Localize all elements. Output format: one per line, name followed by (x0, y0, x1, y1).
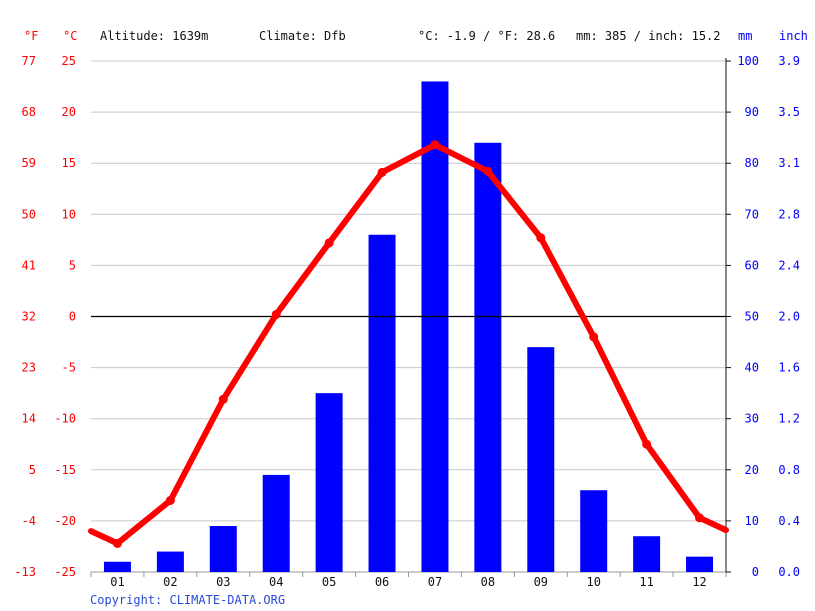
temperature-point (695, 513, 705, 523)
inch-tick-label: 2.8 (778, 207, 800, 221)
temperature-point (165, 495, 175, 505)
inch-tick-label: 0.4 (778, 514, 800, 528)
fahrenheit-tick-label: 59 (22, 156, 36, 170)
fahrenheit-tick-label: -4 (22, 514, 36, 528)
inch-tick-label: 1.6 (778, 361, 800, 375)
precipitation-bar (156, 551, 184, 572)
temperature-point (589, 332, 599, 342)
mm-tick-label: 90 (745, 105, 759, 119)
celsius-tick-label: -10 (54, 412, 76, 426)
fahrenheit-tick-label: 32 (22, 310, 36, 324)
inch-tick-label: 0.8 (778, 463, 800, 477)
fahrenheit-tick-label: 77 (22, 54, 36, 68)
celsius-tick-label: 15 (62, 156, 76, 170)
precipitation-bar (474, 142, 502, 572)
celsius-tick-label: 5 (69, 258, 76, 272)
inch-tick-label: 3.5 (778, 105, 800, 119)
inch-tick-label: 0.0 (778, 565, 800, 579)
precipitation-bar (686, 556, 714, 572)
mm-tick-label: 100 (737, 54, 759, 68)
fahrenheit-tick-label: 50 (22, 207, 36, 221)
precipitation-summary: mm: 385 / inch: 15.2 (576, 29, 721, 43)
month-label: 09 (534, 575, 548, 589)
inch-tick-label: 3.9 (778, 54, 800, 68)
inch-tick-label: 3.1 (778, 156, 800, 170)
precipitation-bar (368, 234, 396, 573)
mm-tick-label: 80 (745, 156, 759, 170)
climate-label: Climate: Dfb (259, 29, 346, 43)
inch-unit-label: inch (779, 29, 808, 43)
left-axes: 77 25 68 20 59 15 50 10 41 5 32 0 23 -5 14 -10 5 -15 -4 -20… (14, 54, 76, 579)
month-label: 01 (110, 575, 124, 589)
fahrenheit-tick-label: -13 (14, 565, 36, 579)
month-label: 12 (692, 575, 706, 589)
precipitation-bar (633, 536, 661, 572)
fahrenheit-unit-label: °F (24, 29, 38, 43)
mm-tick-label: 0 (752, 565, 759, 579)
celsius-tick-label: 0 (69, 310, 76, 324)
grid-lines (90, 58, 731, 577)
inch-tick-label: 1.2 (778, 412, 800, 426)
celsius-unit-label: °C (63, 29, 77, 43)
fahrenheit-tick-label: 68 (22, 105, 36, 119)
mm-tick-label: 60 (745, 258, 759, 272)
month-label: 07 (428, 575, 442, 589)
fahrenheit-tick-label: 41 (22, 258, 36, 272)
month-label: 08 (481, 575, 495, 589)
mm-tick-label: 10 (745, 514, 759, 528)
inch-tick-label: 2.0 (778, 310, 800, 324)
temperature-series (88, 140, 729, 548)
celsius-tick-label: 25 (62, 54, 76, 68)
temperature-point (430, 140, 440, 150)
mm-tick-label: 70 (745, 207, 759, 221)
temperature-point (377, 167, 387, 177)
copyright-link[interactable]: Copyright: CLIMATE-DATA.ORG (90, 593, 285, 607)
temperature-point (112, 538, 122, 548)
inch-tick-label: 2.4 (778, 258, 800, 272)
right-axes: 100 3.990 3.580 3.170 2.860 2.450 2.040 1.630 1.… (737, 54, 800, 579)
precipitation-bar (421, 81, 449, 572)
month-label: 03 (216, 575, 230, 589)
mm-tick-label: 30 (745, 412, 759, 426)
temperature-summary: °C: -1.9 / °F: 28.6 (418, 29, 555, 43)
temperature-point (536, 233, 546, 243)
precipitation-bar (262, 474, 290, 572)
celsius-tick-label: -15 (54, 463, 76, 477)
temperature-line (88, 141, 729, 547)
fahrenheit-tick-label: 14 (22, 412, 36, 426)
month-label: 11 (639, 575, 653, 589)
celsius-tick-label: -25 (54, 565, 76, 579)
celsius-tick-label: 10 (62, 207, 76, 221)
precipitation-bar (527, 347, 555, 572)
month-label: 02 (163, 575, 177, 589)
precipitation-bar (580, 490, 608, 572)
temperature-point (483, 166, 493, 176)
precipitation-bar (103, 561, 131, 572)
month-label: 04 (269, 575, 283, 589)
celsius-tick-label: 20 (62, 105, 76, 119)
precipitation-bar (315, 393, 343, 572)
altitude-label: Altitude: 1639m (100, 29, 208, 43)
temperature-point (218, 394, 228, 404)
month-labels: 01 02 03 04 05 06 07 08 09 10 11 12 (110, 575, 707, 589)
fahrenheit-tick-label: 23 (22, 361, 36, 375)
precipitation-bars (103, 81, 714, 573)
month-label: 05 (322, 575, 336, 589)
temperature-point (642, 439, 652, 449)
mm-tick-label: 20 (745, 463, 759, 477)
celsius-tick-label: -20 (54, 514, 76, 528)
month-label: 10 (586, 575, 600, 589)
month-label: 06 (375, 575, 389, 589)
fahrenheit-tick-label: 5 (29, 463, 36, 477)
celsius-tick-label: -5 (62, 361, 76, 375)
temperature-point (271, 309, 281, 319)
mm-tick-label: 40 (745, 361, 759, 375)
temperature-point (324, 238, 334, 248)
mm-unit-label: mm (738, 29, 752, 43)
mm-tick-label: 50 (745, 310, 759, 324)
precipitation-bar (209, 526, 237, 572)
